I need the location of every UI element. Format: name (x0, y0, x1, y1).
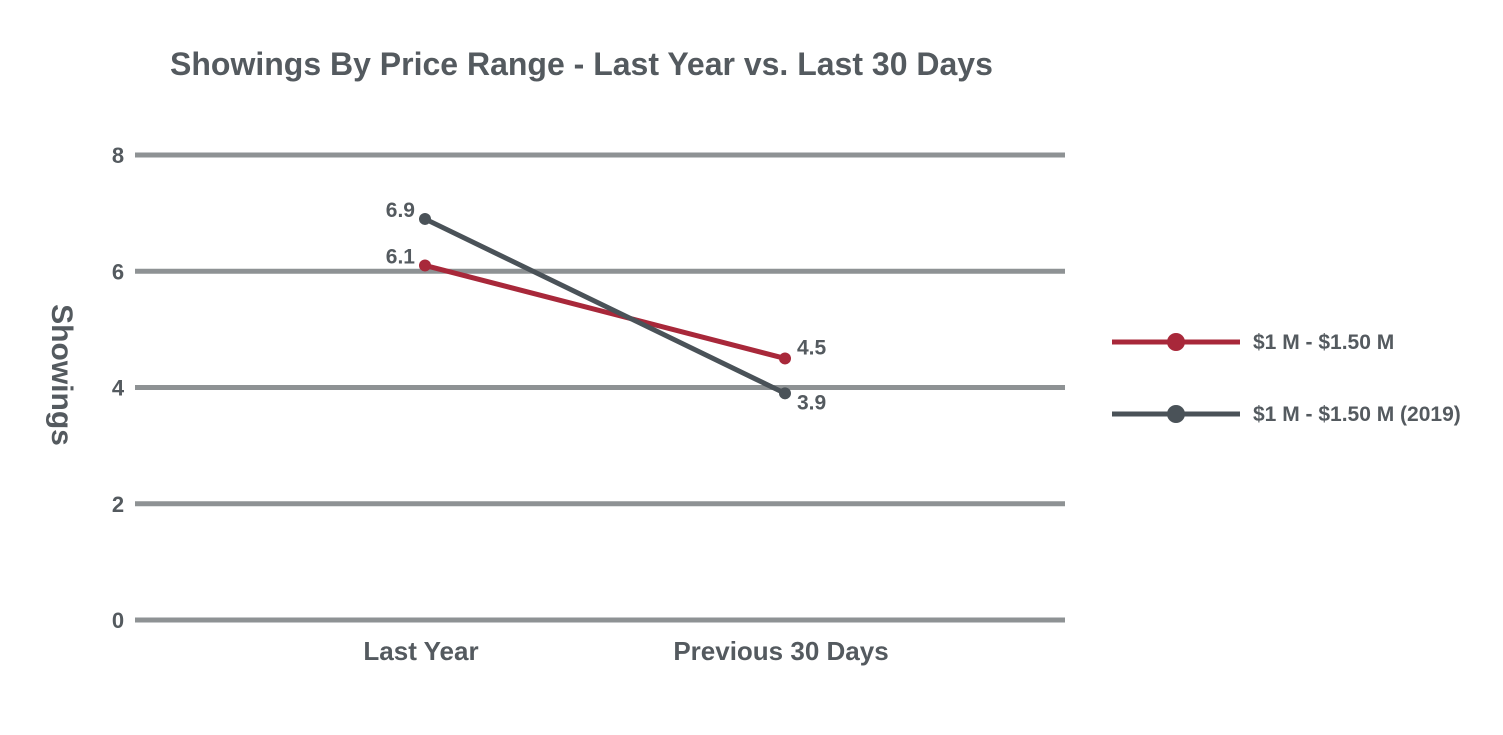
data-label: 6.1 (386, 245, 416, 268)
data-point (419, 259, 431, 272)
series-line (422, 262, 788, 361)
legend-item: $1 M - $1.50 M (1112, 331, 1394, 354)
x-axis-ticks: Last Year Previous 30 Days (363, 636, 888, 666)
legend-label: $1 M - $1.50 M (1253, 331, 1394, 354)
y-tick-label: 2 (112, 492, 124, 517)
data-label: 4.5 (797, 336, 827, 359)
chart-title: Showings By Price Range - Last Year vs. … (170, 46, 993, 82)
data-label: 3.9 (797, 391, 826, 414)
data-label: 6.9 (386, 199, 415, 222)
y-tick-label: 0 (112, 608, 124, 633)
legend-swatch-marker (1167, 333, 1185, 351)
data-point (779, 387, 791, 400)
grid-lines (135, 152, 1065, 623)
series-line (422, 216, 788, 396)
x-tick-label: Previous 30 Days (673, 636, 888, 666)
data-point (779, 352, 791, 365)
y-tick-label: 8 (112, 143, 124, 168)
y-axis-ticks: 0 2 4 6 8 (112, 143, 125, 633)
series-2: 6.9 3.9 (386, 199, 826, 414)
y-axis-label: Showings (45, 304, 78, 446)
legend-swatch-marker (1167, 405, 1185, 423)
y-tick-label: 6 (112, 259, 124, 284)
legend: $1 M - $1.50 M $1 M - $1.50 M (2019) (1112, 331, 1461, 426)
data-point (419, 212, 431, 225)
x-tick-label: Last Year (363, 636, 478, 666)
legend-item: $1 M - $1.50 M (2019) (1112, 403, 1461, 426)
y-tick-label: 4 (112, 376, 125, 401)
legend-label: $1 M - $1.50 M (2019) (1253, 403, 1461, 426)
series-layer: 6.1 4.5 6.9 3.9 (386, 199, 827, 414)
series-1: 6.1 4.5 (386, 245, 827, 365)
